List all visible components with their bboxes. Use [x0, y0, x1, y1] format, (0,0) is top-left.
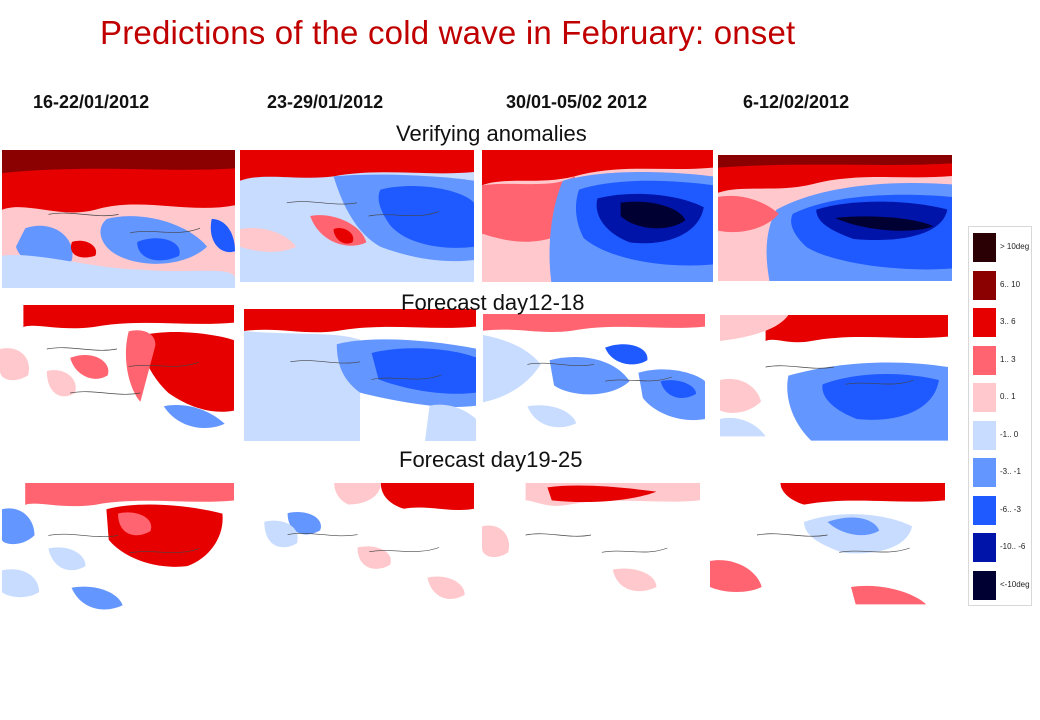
period-label-1: 16-22/01/2012 [33, 92, 150, 112]
legend-swatch [973, 495, 996, 525]
legend-swatch [973, 308, 996, 337]
legend-label: -1.. 0 [1000, 429, 1019, 439]
legend-label: 3.. 6 [1000, 317, 1016, 326]
period-label-2: 23-29/01/2012 [267, 92, 384, 112]
map-forecast12-4 [720, 315, 948, 445]
map-verifying-2 [240, 150, 474, 282]
map-forecast19-2 [241, 483, 474, 612]
legend-item: 3.. 6 [973, 306, 1029, 340]
legend-swatch [973, 383, 996, 412]
legend-item: 6.. 10 [973, 269, 1029, 303]
legend-swatch [973, 420, 996, 450]
row-label-forecast-12-18: Forecast day12-18 [401, 290, 585, 315]
legend-label: -6.. -3 [1000, 504, 1021, 514]
legend-label: 6.. 10 [1000, 279, 1021, 289]
legend-item: -3.. -1 [973, 456, 1029, 490]
map-verifying-4 [718, 155, 952, 281]
row-label-forecast-19-25: Forecast day19-25 [399, 447, 583, 472]
legend-item: -1.. 0 [973, 419, 1029, 453]
legend-swatch [973, 270, 996, 300]
legend-label: 0.. 1 [1000, 392, 1016, 401]
map-forecast12-3 [483, 314, 705, 440]
map-verifying-3 [482, 150, 713, 282]
legend-label: > 10deg [1000, 242, 1030, 251]
legend-item: <-10deg [973, 569, 1030, 603]
legend-item: 1.. 3 [973, 344, 1029, 378]
color-legend: > 10deg 6.. 10 3.. 6 1.. 3 0.. 1 -1.. 0 -3.. -… [968, 226, 1032, 606]
map-forecast19-4 [710, 483, 945, 613]
legend-swatch [973, 458, 996, 487]
legend-swatch [973, 570, 996, 600]
legend-swatch [973, 345, 996, 375]
legend-label: 1.. 3 [1000, 354, 1016, 364]
map-forecast19-3 [482, 483, 700, 613]
map-forecast19-1 [2, 483, 234, 614]
page-title: Predictions of the cold wave in February… [100, 14, 796, 51]
map-forecast12-2 [244, 309, 476, 441]
map-forecast12-1 [0, 305, 234, 437]
legend-item: > 10deg [973, 231, 1029, 265]
legend-swatch [973, 533, 996, 562]
legend-swatch [973, 233, 996, 262]
period-label-3: 30/01-05/02 2012 [506, 92, 648, 112]
legend-item: 0.. 1 [973, 381, 1029, 415]
legend-item: -6.. -3 [973, 494, 1029, 528]
legend-label: -3.. -1 [1000, 467, 1021, 476]
legend-item: -10.. -6 [973, 531, 1029, 565]
legend-label: <-10deg [1000, 579, 1030, 589]
period-label-4: 6-12/02/2012 [743, 92, 850, 112]
row-label-verifying: Verifying anomalies [396, 121, 587, 146]
legend-label: -10.. -6 [1000, 542, 1026, 551]
map-verifying-1 [2, 150, 235, 288]
